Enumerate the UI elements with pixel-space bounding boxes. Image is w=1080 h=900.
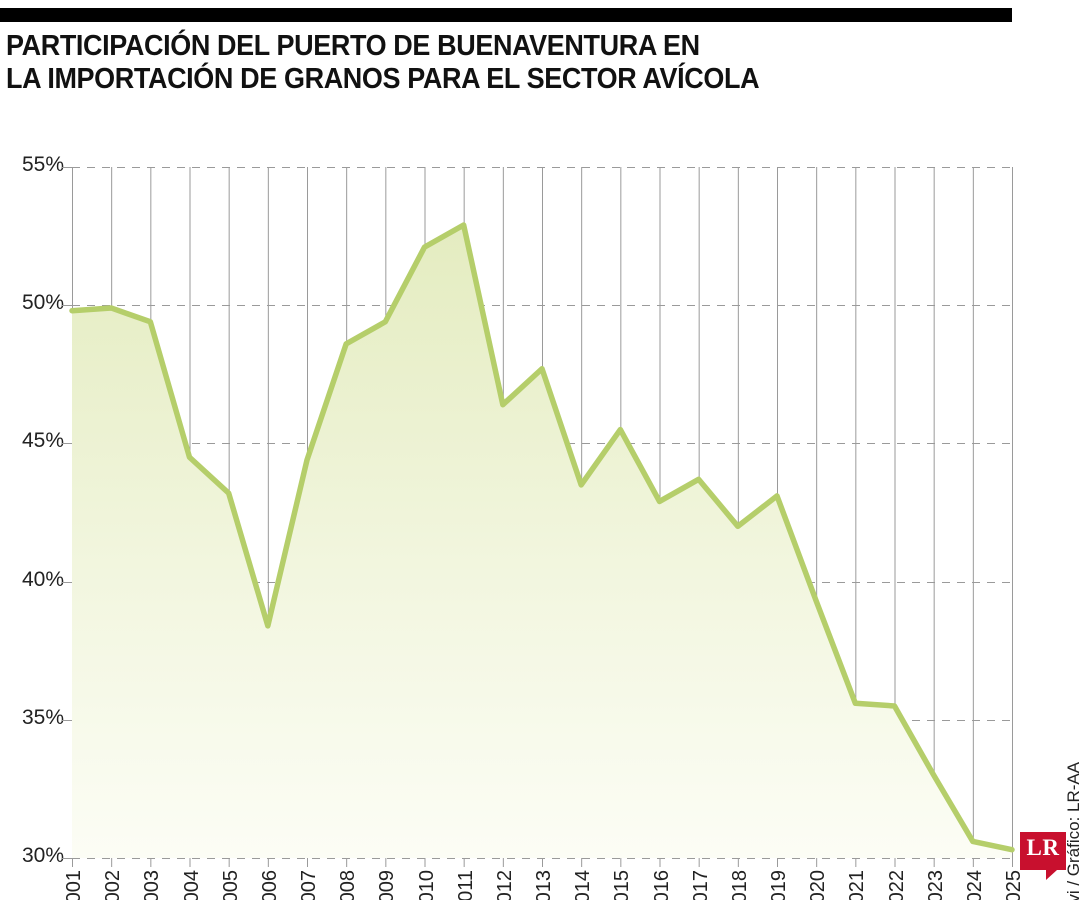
x-axis-tick-label: 2018 <box>728 870 751 900</box>
x-axis-tick-label: 2006 <box>258 870 281 900</box>
x-axis-tick-label: 2012 <box>493 870 516 900</box>
series-line <box>69 222 1015 853</box>
x-axis-tick-label: 2002 <box>102 870 125 900</box>
x-axis-tick-label: 2021 <box>846 870 869 900</box>
x-axis-tick-label: 2007 <box>298 870 320 900</box>
x-axis-labels: 2001 2002 2003 2004 2005 2006 2007 2008 2009 2010… <box>63 862 1025 900</box>
x-axis-tick-label: 2011 <box>454 870 477 900</box>
x-axis-tick-label: 2019 <box>768 870 790 900</box>
y-axis-tick-label: 35% <box>21 705 64 729</box>
series-area <box>72 225 1012 858</box>
y-tick-marks <box>62 167 72 859</box>
y-axis-labels: 30% 35% 40% 45% 50% 55% <box>0 140 1080 900</box>
x-axis-tick-label: 2022 <box>885 870 908 900</box>
x-axis-tick-label: 2014 <box>572 870 595 900</box>
x-axis-tick-label: 2003 <box>141 870 164 900</box>
x-axis-tick-label: 2023 <box>924 870 947 900</box>
x-axis-tick-label: 2016 <box>650 870 673 900</box>
plot-area <box>62 167 1015 867</box>
lr-logo: LR <box>1020 832 1066 880</box>
source-note: Fuente: Fenavi / Gráfico: LR-AA <box>1064 761 1080 900</box>
x-axis-tick-label: 2008 <box>337 870 360 900</box>
x-axis-tick-label: 2015 <box>611 870 634 900</box>
x-tick-marks <box>72 858 1013 867</box>
x-axis-tick-label: 2020 <box>807 870 830 900</box>
x-axis-tick-label: 2017 <box>689 870 712 900</box>
area-chart-svg <box>62 167 1015 867</box>
x-axis-tick-label: 2009 <box>376 870 399 900</box>
y-axis-tick-label: 50% <box>21 291 64 315</box>
x-axis-tick-label: 2004 <box>180 870 203 900</box>
lr-logo-tail <box>1046 870 1057 880</box>
y-axis-tick-label: 40% <box>21 567 64 591</box>
page-title: PARTICIPACIÓN DEL PUERTO DE BUENAVENTURA… <box>6 30 760 95</box>
chart-container: 30% 35% 40% 45% 50% 55% <box>0 140 1080 900</box>
y-axis-tick-label: 55% <box>21 153 64 176</box>
x-axis-tick-label: 2010 <box>415 870 438 900</box>
x-axis-tick-label: 2001 <box>63 870 85 900</box>
y-axis-tick-label: 30% <box>21 844 64 867</box>
header-rule <box>0 8 1012 22</box>
lr-logo-box <box>1020 832 1066 870</box>
x-axis-tick-label: 2013 <box>533 870 555 900</box>
y-axis-tick-label: 45% <box>21 429 64 453</box>
x-axis-tick-label: 2005 <box>219 870 242 900</box>
x-axis-tick-label: 2024 <box>963 870 986 900</box>
lr-logo-text: LR <box>1026 835 1060 860</box>
